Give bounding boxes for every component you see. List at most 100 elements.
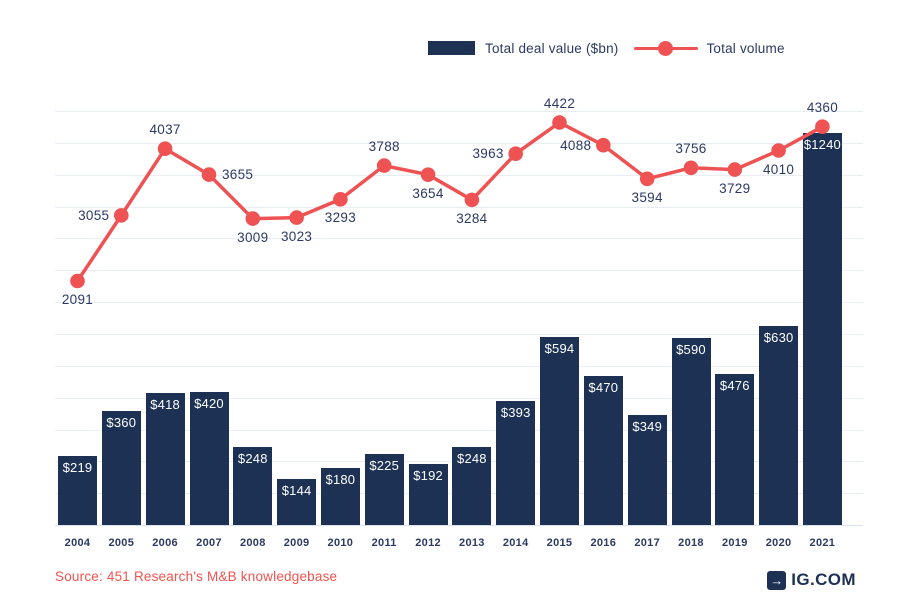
bar-value-label: $225 <box>369 457 400 473</box>
volume-value-label: 3756 <box>675 140 707 156</box>
bar-value-label: $248 <box>237 450 268 466</box>
legend: Total deal value ($bn) Total volume <box>428 40 785 56</box>
legend-label-total-volume: Total volume <box>706 40 785 56</box>
volume-value-label: 3023 <box>280 228 313 244</box>
volume-point-2021 <box>815 119 830 134</box>
gridline <box>55 174 863 176</box>
source-note: Source: 451 Research's M&B knowledgebase <box>55 569 338 584</box>
bar-value-label: $393 <box>500 404 531 420</box>
bar-value-label: $180 <box>325 472 356 487</box>
legend-line-dot-icon <box>658 40 674 56</box>
x-tick-2018: 2018 <box>678 537 704 549</box>
gridline <box>55 111 863 112</box>
x-tick-2013: 2013 <box>459 537 485 549</box>
bar-2016 <box>583 376 623 525</box>
bar-2013 <box>452 446 492 525</box>
legend-line-swatch <box>634 40 699 56</box>
volume-point-2007 <box>201 167 217 182</box>
x-tick-2017: 2017 <box>634 537 661 549</box>
bar-2006 <box>145 392 185 525</box>
volume-point-2016 <box>596 137 611 153</box>
x-tick-2009: 2009 <box>283 537 310 549</box>
brand-logo: → IG.COM <box>767 570 856 590</box>
gridline <box>55 270 863 272</box>
x-tick-2020: 2020 <box>765 537 792 549</box>
volume-value-label: 4010 <box>762 161 795 177</box>
x-tick-2014: 2014 <box>502 537 529 549</box>
volume-point-2006 <box>157 141 173 156</box>
x-tick-2011: 2011 <box>371 537 397 549</box>
volume-value-label: 2091 <box>61 292 94 307</box>
bar-value-label: $144 <box>281 483 312 499</box>
volume-value-label: 3009 <box>237 229 269 245</box>
volume-point-2020 <box>771 143 786 158</box>
bar-value-label: $590 <box>676 342 706 358</box>
x-tick-2007: 2007 <box>196 537 222 549</box>
x-tick-2006: 2006 <box>152 537 178 549</box>
gridline <box>55 302 863 304</box>
bar-value-label: $470 <box>588 380 619 396</box>
volume-point-2005 <box>114 208 129 223</box>
bar-value-label: $248 <box>457 450 487 466</box>
x-tick-2015: 2015 <box>546 537 573 549</box>
volume-value-label: 4037 <box>149 121 181 137</box>
volume-value-label: 3655 <box>221 167 254 183</box>
bar-value-label: $219 <box>62 459 93 475</box>
arrow-right-icon: → <box>767 570 787 590</box>
volume-point-2017 <box>639 171 655 187</box>
bar-2012 <box>408 464 448 525</box>
brand-name: IG.COM <box>791 570 856 589</box>
bar-2018 <box>671 338 711 525</box>
bar-2019 <box>715 374 755 525</box>
volume-point-2019 <box>727 162 743 177</box>
gridline <box>55 397 863 399</box>
gridline <box>55 238 863 240</box>
bar-value-label: $192 <box>413 468 443 484</box>
volume-value-label: 3594 <box>631 189 663 205</box>
volume-value-label: 4360 <box>806 99 839 115</box>
bar-2005 <box>101 411 141 525</box>
x-tick-2019: 2019 <box>721 537 748 549</box>
x-axis-line <box>55 525 863 527</box>
gridline <box>55 142 863 144</box>
bar-2014 <box>496 400 536 525</box>
x-tick-2010: 2010 <box>327 537 354 549</box>
bar-value-label: $418 <box>150 396 180 412</box>
volume-point-2014 <box>508 146 523 161</box>
x-axis-labels: 2004 2005 2006 2007 2008 2009 2010 2011 2012 2013… <box>55 537 865 551</box>
x-tick-2021: 2021 <box>809 537 836 549</box>
bar-value-label: $1240 <box>803 136 841 152</box>
bar-value-label: $349 <box>632 418 663 434</box>
x-tick-2004: 2004 <box>64 537 91 549</box>
bar-value-label: $420 <box>194 396 224 412</box>
bar-2009 <box>277 479 317 525</box>
bar-2008 <box>233 446 273 525</box>
bar-2010 <box>320 468 360 525</box>
bar-2004 <box>58 455 97 525</box>
volume-point-2010 <box>333 192 348 207</box>
volume-value-label: 4088 <box>560 137 592 153</box>
volume-value-label: 3654 <box>412 185 444 201</box>
bar-2020 <box>759 325 799 525</box>
volume-line-layer <box>70 115 830 289</box>
volume-value-label: 3055 <box>78 207 110 223</box>
x-tick-2008: 2008 <box>239 537 266 549</box>
gridline <box>55 429 863 431</box>
volume-point-2012 <box>420 167 436 182</box>
volume-point-2004 <box>70 273 85 289</box>
volume-value-label: 4422 <box>543 95 576 111</box>
plot-area: $219 $360 $418 $420 $248 $144 $180 $225 $192 $248… <box>55 85 865 527</box>
legend-label-deal-value: Total deal value ($bn) <box>485 40 619 56</box>
bar-value-label: $476 <box>719 378 750 394</box>
gridline <box>55 206 863 208</box>
x-tick-2012: 2012 <box>415 537 441 549</box>
gridline <box>55 365 863 367</box>
bar-2021 <box>802 132 842 525</box>
volume-point-2013 <box>464 192 480 208</box>
bar-value-label: $630 <box>763 329 794 345</box>
bar-2015 <box>540 337 579 525</box>
gridline <box>55 333 863 335</box>
volume-value-label: 3963 <box>472 146 504 162</box>
volume-point-2009 <box>289 210 304 225</box>
